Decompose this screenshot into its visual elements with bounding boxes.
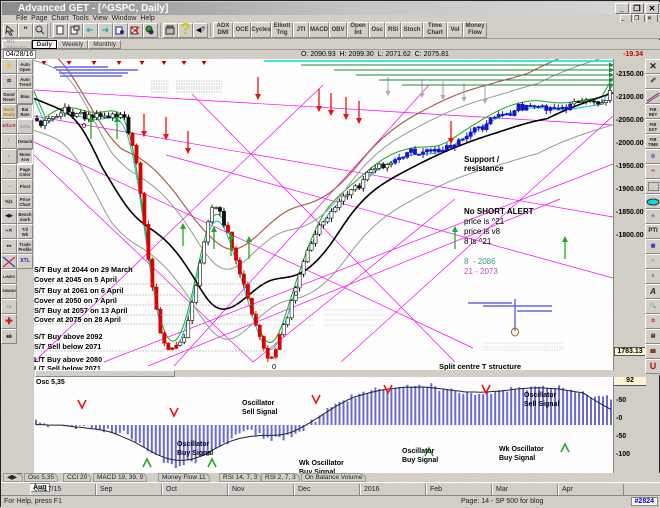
svg-text:8 is ^21: 8 is ^21 [464,237,492,246]
svg-text:Buy Signal: Buy Signal [499,455,535,462]
svg-text:S/T Buy at 2057 on 13 April: S/T Buy at 2057 on 13 April [34,306,127,315]
svg-text:Wk Oscillator: Wk Oscillator [299,460,344,467]
svg-text:Oscillator: Oscillator [242,400,275,407]
svg-text:8 - 2086: 8 - 2086 [464,257,496,266]
svg-text:0: 0 [294,289,298,298]
svg-text:Oscillator: Oscillator [402,448,435,455]
svg-text:L/T Buy above 2080: L/T Buy above 2080 [34,355,102,364]
svg-text:S/T Buy at 2061 on 6 April: S/T Buy at 2061 on 6 April [34,286,123,295]
svg-text:price is ^21: price is ^21 [464,217,505,226]
svg-text:S/T Buy at 2044 on 29 March: S/T Buy at 2044 on 29 March [34,265,133,274]
svg-text:0: 0 [82,121,86,130]
svg-text:Oscillator: Oscillator [524,392,557,399]
svg-text:Cover at 2050 on 7 April: Cover at 2050 on 7 April [34,296,117,305]
svg-text:S/T Sell below 2071: S/T Sell below 2071 [34,342,101,351]
svg-text:Sell Signal: Sell Signal [242,409,277,416]
svg-text:price is v8: price is v8 [464,227,501,236]
svg-text:Wk Oscillator: Wk Oscillator [499,446,544,453]
svg-text:Buy Signal: Buy Signal [177,450,213,457]
svg-text:Oscillator: Oscillator [177,441,210,448]
svg-text:21 - 2073: 21 - 2073 [464,267,498,276]
svg-text:Osc 5,35: Osc 5,35 [36,379,65,386]
svg-text:Sell Signal: Sell Signal [524,401,559,408]
svg-text:Support /: Support / [464,155,500,164]
svg-text:Cover at 2045 on 5 April: Cover at 2045 on 5 April [34,275,117,284]
svg-text:resistance: resistance [464,164,504,173]
svg-text:No SHORT ALERT: No SHORT ALERT [464,207,534,216]
svg-text:Buy Signal: Buy Signal [402,457,438,464]
svg-text:S/T Buy above 2092: S/T Buy above 2092 [34,332,103,341]
svg-text:Cover at 2075 on 28 April: Cover at 2075 on 28 April [34,315,121,324]
